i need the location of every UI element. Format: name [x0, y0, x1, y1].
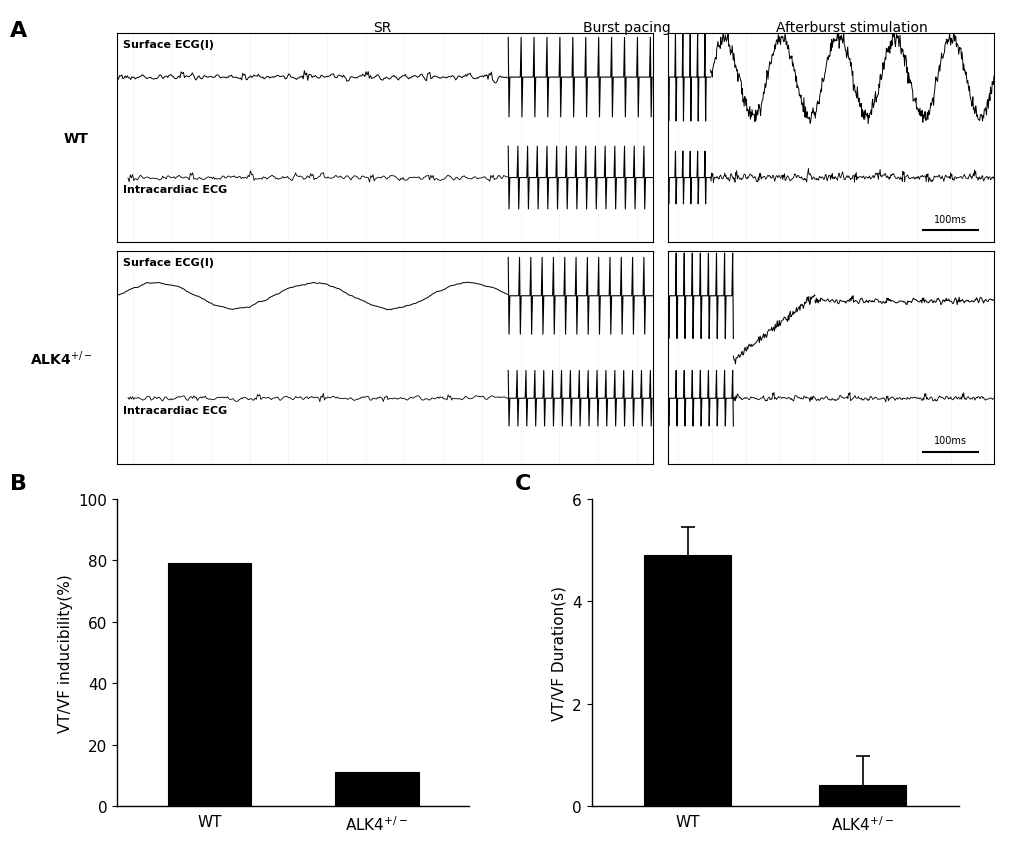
Bar — [167, 564, 251, 806]
Bar — [643, 555, 731, 806]
Text: Surface ECG(I): Surface ECG(I) — [122, 40, 213, 50]
Text: Surface ECG(I): Surface ECG(I) — [122, 258, 213, 268]
Bar — [818, 785, 906, 806]
Text: Burst pacing: Burst pacing — [583, 21, 671, 35]
Text: ALK4$^{+/-}$: ALK4$^{+/-}$ — [30, 349, 93, 368]
Text: Afterburst stimulation: Afterburst stimulation — [775, 21, 926, 35]
Bar — [335, 772, 419, 806]
Text: SR: SR — [373, 21, 391, 35]
Text: 100ms: 100ms — [933, 436, 966, 445]
Y-axis label: VT/VF inducibility(%): VT/VF inducibility(%) — [58, 573, 73, 732]
Text: B: B — [10, 473, 28, 493]
Text: WT: WT — [64, 131, 89, 146]
Text: 100ms: 100ms — [933, 214, 966, 224]
Text: A: A — [10, 21, 28, 41]
Text: Intracardiac ECG: Intracardiac ECG — [122, 184, 226, 194]
Text: Intracardiac ECG: Intracardiac ECG — [122, 405, 226, 415]
Y-axis label: VT/VF Duration(s): VT/VF Duration(s) — [551, 585, 566, 720]
Text: C: C — [515, 473, 531, 493]
